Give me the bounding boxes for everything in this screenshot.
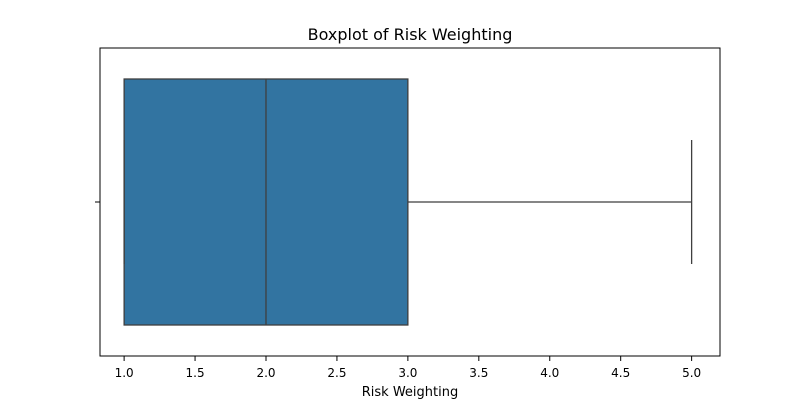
box-group	[123, 78, 693, 326]
x-tick-label: 1.0	[115, 366, 134, 380]
x-tick-label: 4.5	[611, 366, 630, 380]
x-tick-label: 3.0	[398, 366, 417, 380]
x-axis-label: Risk Weighting	[362, 385, 458, 400]
x-tick-label: 1.5	[186, 366, 205, 380]
x-tick-label: 4.0	[540, 366, 559, 380]
x-tick-label: 2.5	[327, 366, 346, 380]
x-tick-label: 5.0	[682, 366, 701, 380]
x-tick-label: 3.5	[469, 366, 488, 380]
x-tick-label: 2.0	[256, 366, 275, 380]
chart-title: Boxplot of Risk Weighting	[308, 25, 513, 44]
x-axis: 1.0 1.5 2.0 2.5 3.0 3.5 4.0 4.5 5.0	[115, 356, 701, 380]
